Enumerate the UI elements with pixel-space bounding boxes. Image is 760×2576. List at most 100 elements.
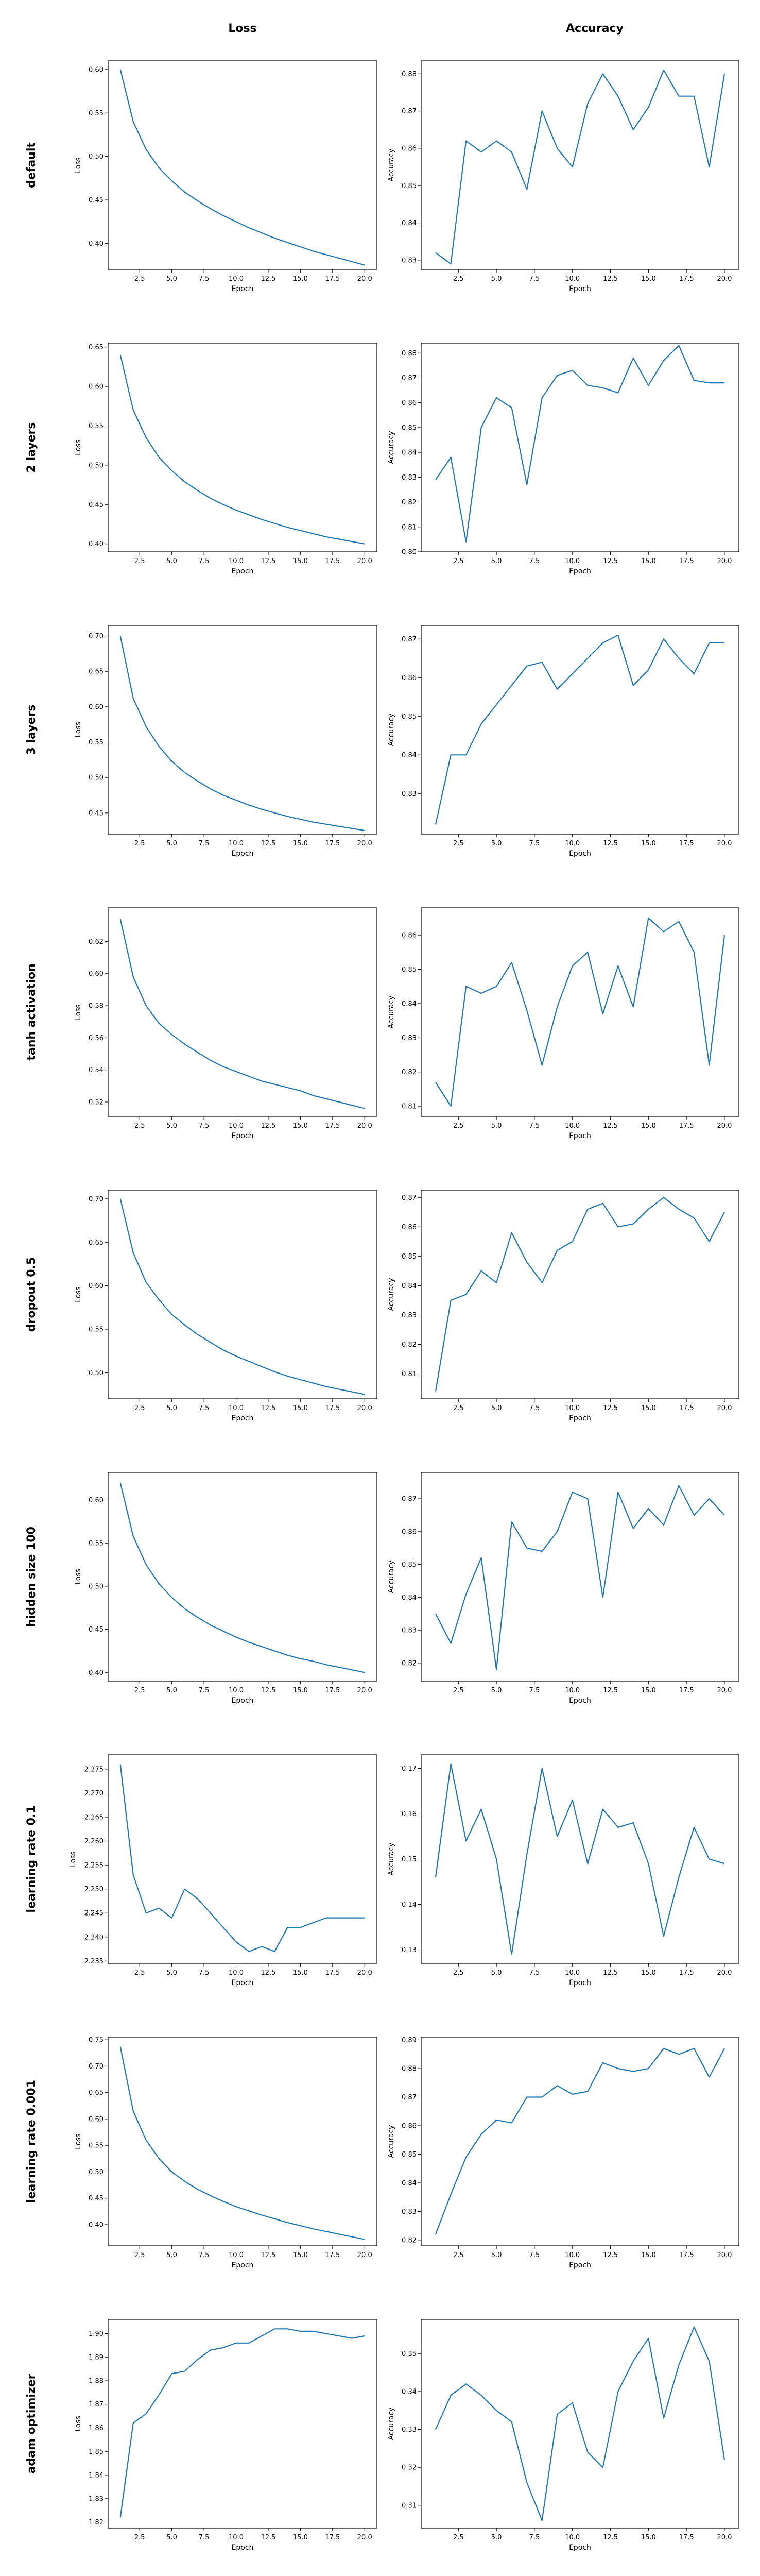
- x-tick-label: 17.5: [325, 1404, 340, 1412]
- x-tick-label: 5.0: [491, 1687, 502, 1694]
- x-tick-label: 15.0: [641, 1687, 656, 1694]
- x-tick-label: 12.5: [603, 2251, 618, 2259]
- y-tick-label: 1.84: [89, 2472, 103, 2480]
- plot-frame: [108, 343, 377, 552]
- x-tick-label: 17.5: [679, 557, 694, 565]
- x-axis-label: Epoch: [232, 285, 254, 293]
- x-tick-label: 15.0: [293, 557, 308, 565]
- y-tick-label: 0.34: [402, 2388, 417, 2396]
- x-tick-label: 12.5: [261, 1122, 275, 1130]
- y-tick-label: 0.60: [89, 1497, 103, 1504]
- x-tick-label: 2.5: [134, 275, 145, 283]
- x-tick-label: 2.5: [453, 1404, 464, 1412]
- y-tick-label: 1.90: [89, 2330, 103, 2338]
- x-tick-label: 5.0: [166, 1969, 177, 1977]
- x-tick-label: 17.5: [325, 2251, 340, 2259]
- x-tick-label: 12.5: [261, 275, 275, 283]
- x-tick-label: 17.5: [679, 1404, 694, 1412]
- chart-hidden-size-100-accuracy: 2.5 5.0 7.5 10.0 12.5 15.0 17.5 20.0 0.82 0.83 0.8…: [387, 1472, 739, 1705]
- chart-2-layers-accuracy: 2.5 5.0 7.5 10.0 12.5 15.0 17.5 20.0 0.80 0.81 0.8…: [387, 343, 739, 575]
- series-line-accuracy: [435, 634, 724, 825]
- x-tick-label: 2.5: [134, 557, 145, 565]
- y-tick-label: 0.54: [89, 1066, 103, 1074]
- x-tick-label: 12.5: [261, 2534, 275, 2541]
- y-tick-label: 0.17: [402, 1765, 417, 1773]
- x-tick-label: 15.0: [641, 1122, 656, 1130]
- y-tick-label: 0.81: [402, 523, 417, 531]
- y-tick-label: 2.235: [84, 1958, 103, 1965]
- y-tick-label: 0.85: [402, 713, 417, 721]
- x-tick-label: 7.5: [199, 275, 210, 283]
- row-label-learning-rate-0-001: learning rate 0.001: [25, 2080, 38, 2203]
- x-tick-label: 7.5: [199, 1404, 210, 1412]
- y-tick-label: 1.87: [89, 2401, 103, 2409]
- x-axis-label: Epoch: [232, 567, 254, 575]
- x-tick-label: 12.5: [603, 2534, 618, 2541]
- y-tick-label: 0.81: [402, 1103, 417, 1111]
- y-tick-label: 0.83: [402, 2208, 417, 2216]
- y-tick-label: 1.89: [89, 2354, 103, 2362]
- y-tick-label: 0.82: [402, 1341, 417, 1349]
- y-tick-label: 0.31: [402, 2502, 417, 2510]
- x-axis-label: Epoch: [232, 850, 254, 858]
- x-axis-label: Epoch: [569, 567, 591, 575]
- x-tick-label: 10.0: [229, 840, 244, 848]
- x-tick-label: 17.5: [679, 2534, 694, 2541]
- y-tick-label: 0.52: [89, 1098, 103, 1106]
- chart-3-layers-loss: 3 layers 2.5 5.0 7.5 10.0 12.5 15.0 17.5 20.0 0.4…: [25, 625, 377, 858]
- y-axis-label: Accuracy: [387, 714, 395, 747]
- y-tick-label: 0.16: [402, 1810, 417, 1818]
- plot-frame: [421, 625, 739, 835]
- x-tick-label: 15.0: [293, 1687, 308, 1694]
- series-line-loss: [119, 354, 365, 545]
- x-tick-label: 5.0: [491, 275, 502, 283]
- x-tick-label: 7.5: [529, 557, 540, 565]
- y-tick-label: 0.70: [89, 2063, 103, 2071]
- charts-grid: default 2.5 5.0 7.5 10.0 12.5 15.0 17.5 20.0 0.40…: [25, 60, 739, 2552]
- y-tick-label: 0.32: [402, 2464, 417, 2472]
- x-axis-label: Epoch: [232, 1132, 254, 1140]
- y-tick-label: 0.45: [89, 197, 103, 205]
- x-tick-label: 7.5: [199, 840, 210, 848]
- y-axis-label: Loss: [74, 1286, 82, 1302]
- y-tick-label: 0.55: [89, 2142, 103, 2150]
- plot-frame: [108, 1190, 377, 1399]
- y-tick-label: 0.55: [89, 422, 103, 430]
- y-tick-label: 0.60: [89, 66, 103, 74]
- x-tick-label: 15.0: [293, 840, 308, 848]
- x-tick-label: 5.0: [166, 557, 177, 565]
- y-tick-label: 0.40: [89, 240, 103, 248]
- x-tick-label: 17.5: [325, 557, 340, 565]
- x-tick-label: 7.5: [529, 1404, 540, 1412]
- y-tick-label: 0.87: [402, 2094, 417, 2102]
- y-tick-label: 1.82: [89, 2519, 103, 2527]
- y-axis-label: Loss: [69, 1851, 77, 1867]
- x-axis-label: Epoch: [569, 850, 591, 858]
- x-tick-label: 15.0: [641, 557, 656, 565]
- x-tick-label: 20.0: [717, 275, 732, 283]
- x-tick-label: 7.5: [529, 840, 540, 848]
- y-tick-label: 0.88: [402, 2065, 417, 2073]
- plot-frame: [421, 1754, 739, 1964]
- y-tick-label: 0.45: [89, 809, 103, 817]
- x-tick-label: 12.5: [261, 1687, 275, 1694]
- x-tick-label: 2.5: [134, 2534, 145, 2541]
- chart-default-loss: default 2.5 5.0 7.5 10.0 12.5 15.0 17.5 20.0 0.40…: [25, 60, 377, 293]
- x-tick-label: 10.0: [229, 1969, 244, 1977]
- y-tick-label: 0.65: [89, 344, 103, 351]
- chart-learning-rate-0-001-accuracy: 2.5 5.0 7.5 10.0 12.5 15.0 17.5 20.0 0.82 0.83 0.8…: [387, 2037, 739, 2269]
- row-label-3-layers: 3 layers: [25, 705, 38, 755]
- y-tick-label: 0.56: [89, 1035, 103, 1042]
- chart-learning-rate-0-1-loss: learning rate 0.1 2.5 5.0 7.5 10.0 12.5 15.0 17…: [25, 1754, 377, 1987]
- y-axis-label: Accuracy: [387, 431, 395, 464]
- y-tick-label: 0.85: [402, 1561, 417, 1569]
- y-tick-label: 1.86: [89, 2425, 103, 2432]
- x-tick-label: 17.5: [679, 2251, 694, 2259]
- plot-frame: [108, 2037, 377, 2246]
- x-tick-label: 2.5: [134, 1122, 145, 1130]
- y-tick-label: 0.84: [402, 1000, 417, 1008]
- y-tick-label: 0.45: [89, 1626, 103, 1634]
- chart-dropout-0-5-accuracy: 2.5 5.0 7.5 10.0 12.5 15.0 17.5 20.0 0.81 0.82 0.8…: [387, 1190, 739, 1422]
- y-tick-label: 0.89: [402, 2037, 417, 2044]
